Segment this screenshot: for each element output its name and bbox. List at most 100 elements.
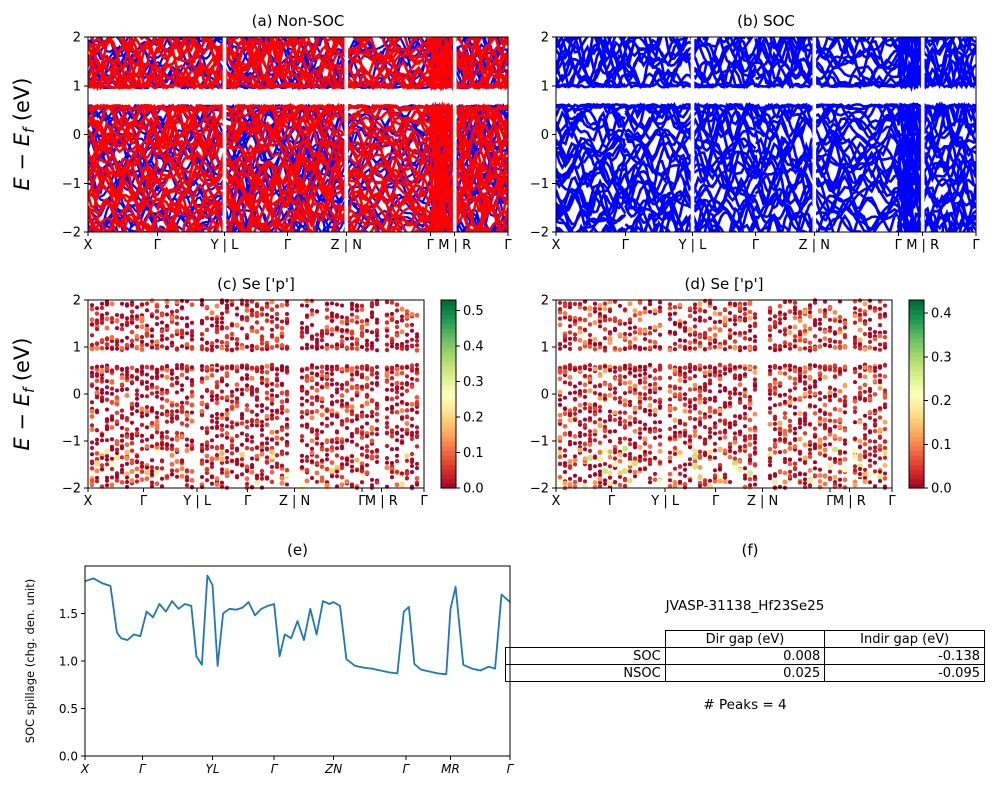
y-tick-label: 0.0 <box>59 750 78 764</box>
x-tick-label: Y | L <box>210 238 240 253</box>
colorbar-tick-label: 0.2 <box>463 411 484 426</box>
x-tick-label: Y | L <box>678 238 708 253</box>
x-tick-label: Y | L <box>182 494 212 509</box>
x-tick-label: Z | N <box>747 494 778 509</box>
y-tick-label: −2 <box>530 482 549 497</box>
panel-a-band-lines <box>88 37 508 232</box>
colorbar-tick-label: 0.3 <box>931 350 952 365</box>
x-tick-label: M | R <box>906 238 939 253</box>
panel-d-scatter-dots <box>557 298 888 491</box>
x-tick-label: Γ <box>139 762 147 776</box>
x-tick-label: M | R <box>438 238 471 253</box>
x-tick-label: Z | N <box>331 238 362 253</box>
panel-c-ylabel: E − Ef (eV) <box>10 337 38 450</box>
ylabel-subscript: f <box>21 387 39 394</box>
x-tick-label: MR <box>441 762 460 776</box>
y-tick-label: −2 <box>62 482 81 497</box>
panel-b-title: (b) SOC <box>737 12 795 30</box>
colorbar-tick-label: 0.4 <box>463 340 484 355</box>
colorbar-tick-label: 0.4 <box>931 307 952 322</box>
x-tick-label: X <box>80 762 90 776</box>
x-tick-label: Γ <box>504 238 512 253</box>
gap-table-row-nsoc: NSOC 0.025 -0.095 <box>505 664 985 682</box>
x-tick-label: X <box>552 238 561 253</box>
panel-f-title: (f) <box>741 541 759 559</box>
x-tick-label: M | R <box>833 494 866 509</box>
y-tick-label: −2 <box>62 226 81 241</box>
y-tick-label: 1 <box>73 79 81 94</box>
x-tick-label: Y | L <box>650 494 680 509</box>
colorbar-tick-label: 0.0 <box>931 482 952 497</box>
colorbar-tick-label: 0.3 <box>463 375 484 390</box>
x-tick-label: Γ <box>712 494 720 509</box>
y-tick-label: 0 <box>541 128 549 143</box>
gap-table-cell-nsoc-dir: 0.025 <box>664 664 826 682</box>
colorbar-tick-label: 0.1 <box>931 438 952 453</box>
y-tick-label: 1.0 <box>59 655 78 669</box>
y-tick-label: 0 <box>73 388 81 403</box>
x-tick-label: Γ <box>608 494 616 509</box>
x-tick-label: Γ <box>972 238 980 253</box>
gap-table-cell-soc-indir: -0.138 <box>824 647 985 665</box>
colorbar-tick-label: 0.1 <box>463 446 484 461</box>
peaks-caption: # Peaks = 4 <box>703 697 787 713</box>
colorbar-tick-label: 0.5 <box>463 304 484 319</box>
y-tick-label: 1 <box>541 79 549 94</box>
y-tick-label: 0 <box>73 128 81 143</box>
gap-table-col-header-dir: Dir gap (eV) <box>664 630 826 648</box>
y-tick-label: 1.5 <box>59 607 78 621</box>
x-tick-label: ZN <box>324 762 342 776</box>
x-tick-label: M | R <box>365 494 398 509</box>
x-tick-label: Z | N <box>799 238 830 253</box>
x-tick-label: Z | N <box>279 494 310 509</box>
x-tick-label: Γ <box>507 762 515 776</box>
x-tick-label: Γ <box>420 494 428 509</box>
panel-a-title: (a) Non-SOC <box>251 12 345 30</box>
y-tick-label: 2 <box>541 31 549 46</box>
x-tick-label: Γ <box>271 762 279 776</box>
y-tick-label: 1 <box>73 341 81 356</box>
ylabel-unit: (eV) <box>9 77 34 128</box>
y-tick-label: 1 <box>541 341 549 356</box>
gap-table-row-label-nsoc: NSOC <box>505 664 666 682</box>
gap-table-cell-nsoc-indir: -0.095 <box>824 664 985 682</box>
y-tick-label: −1 <box>62 177 81 192</box>
gap-table: Dir gap (eV) Indir gap (eV) SOC 0.008 -0… <box>505 630 985 682</box>
colorbar-tick-label: 0.0 <box>463 482 484 497</box>
panel-e-title: (e) <box>287 541 308 559</box>
gap-table-corner-cell <box>506 631 666 648</box>
x-tick-label: Γ <box>752 238 760 253</box>
y-tick-label: −1 <box>62 435 81 450</box>
x-tick-label: Γ <box>403 762 411 776</box>
panel-d-colorbar: 0.4 0.3 0.2 0.1 0.0 <box>908 299 952 497</box>
y-tick-label: 2 <box>73 31 81 46</box>
y-tick-label: 0.5 <box>59 702 78 716</box>
x-tick-label: Γ <box>888 494 896 509</box>
panel-e-ylabel: SOC spillage (chg. den. unit) <box>23 578 37 744</box>
y-tick-label: −1 <box>530 435 549 450</box>
panel-c-title: (c) Se ['p'] <box>217 275 295 293</box>
ylabel-math: E − E <box>9 393 34 451</box>
y-tick-label: −1 <box>530 177 549 192</box>
gap-table-header-row: Dir gap (eV) Indir gap (eV) <box>506 630 985 648</box>
panel-a-ylabel: E − Ef (eV) <box>10 77 38 190</box>
x-tick-label: Γ <box>244 494 252 509</box>
x-tick-label: X <box>84 494 93 509</box>
y-tick-label: 2 <box>73 294 81 309</box>
y-tick-label: 0 <box>541 388 549 403</box>
x-tick-label: X <box>84 238 93 253</box>
panel-c-colorbar: 0.5 0.4 0.3 0.2 0.1 0.0 <box>440 299 484 497</box>
y-tick-label: 2 <box>541 294 549 309</box>
x-tick-label: Γ <box>895 238 903 253</box>
material-id-label: JVASP-31138_Hf23Se25 <box>665 598 825 614</box>
gap-table-col-header-indir: Indir gap (eV) <box>824 630 985 648</box>
spillage-line <box>84 574 511 676</box>
panel-d-title: (d) Se ['p'] <box>684 275 764 293</box>
panel-c-scatter-dots <box>89 298 420 491</box>
ylabel-unit: (eV) <box>9 337 34 388</box>
x-tick-label: Γ <box>427 238 435 253</box>
